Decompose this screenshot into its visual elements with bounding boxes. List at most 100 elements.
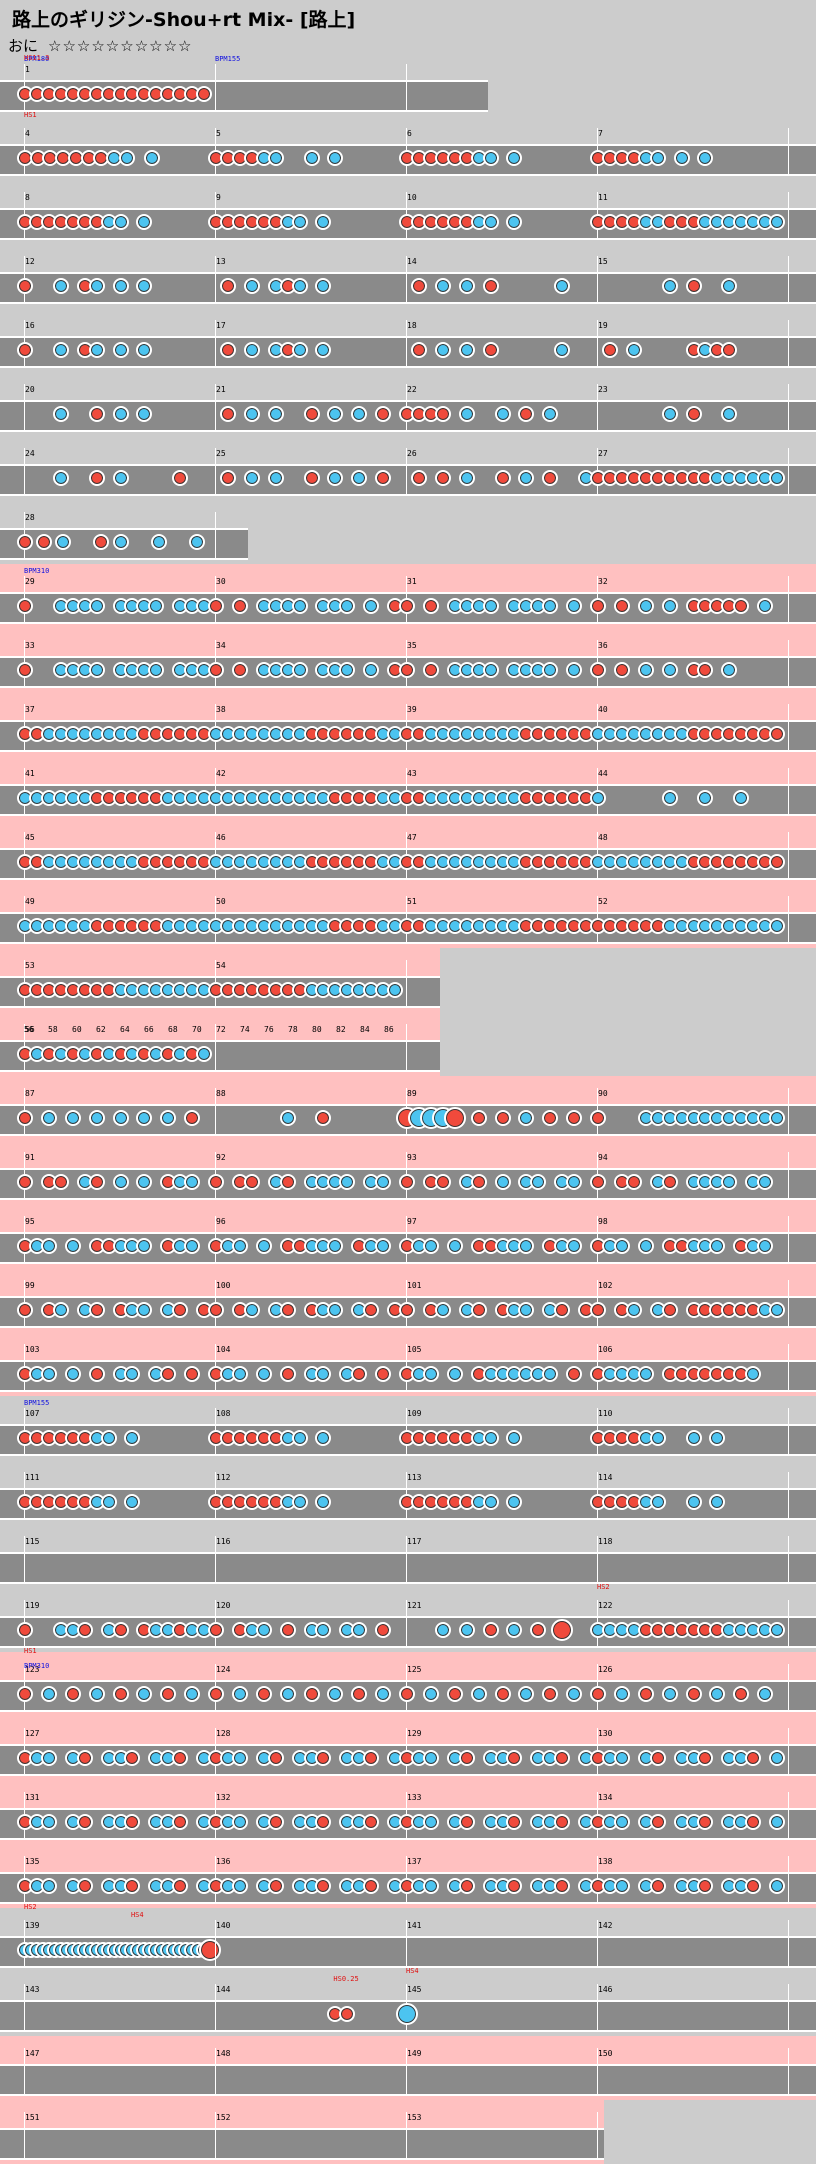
don-note (315, 1110, 332, 1126)
ka-note (470, 1686, 487, 1702)
ka-note (231, 1366, 248, 1382)
measure-number: 10 (407, 193, 417, 202)
don-note (745, 1750, 762, 1766)
difficulty-stars: ☆☆☆☆☆☆☆☆☆☆ (48, 37, 193, 55)
ka-note (64, 1366, 81, 1382)
don-note (172, 1302, 189, 1318)
ka-note (40, 1238, 57, 1254)
don-note (422, 662, 439, 678)
bar-line (788, 1472, 789, 1518)
ka-note (160, 1110, 177, 1126)
ka-note (327, 470, 344, 486)
ka-note (434, 278, 451, 294)
don-note (590, 662, 606, 678)
ka-note (136, 278, 153, 294)
don-note (208, 1174, 224, 1190)
bar-line (788, 1216, 789, 1262)
bar-line (788, 640, 789, 686)
ka-note (148, 598, 165, 614)
don-note (160, 1686, 177, 1702)
measure-number: 9 (216, 193, 221, 202)
measure-number: 4 (25, 129, 30, 138)
ka-note (709, 1494, 726, 1510)
don-note (482, 278, 499, 294)
don-note (399, 598, 415, 614)
don-note (64, 1686, 81, 1702)
ka-note (136, 1174, 153, 1190)
ka-note (661, 278, 678, 294)
measure-number: 113 (407, 1473, 422, 1482)
don-note (363, 1878, 380, 1894)
don-note (17, 1110, 33, 1126)
don-note (219, 278, 236, 294)
measure-number: 42 (216, 769, 226, 778)
ka-note (566, 1686, 583, 1702)
measure-number: 148 (216, 2049, 231, 2058)
measure-number: 88 (216, 1089, 226, 1098)
don-note (76, 1814, 93, 1830)
bar-line (788, 448, 789, 494)
ka-note (769, 470, 786, 486)
don-note (530, 1622, 547, 1638)
don-note (124, 1750, 141, 1766)
don-note (745, 1814, 762, 1830)
don-note (375, 406, 392, 422)
don-note (17, 278, 33, 294)
measure-number: 44 (598, 769, 608, 778)
bar-line (406, 256, 407, 302)
bar-line (215, 1024, 216, 1070)
don-note (697, 1814, 714, 1830)
bpm-marker: BPM180 (24, 55, 50, 63)
bar-line (788, 704, 789, 750)
measure-number: 92 (216, 1153, 226, 1162)
don-note (590, 1174, 606, 1190)
ka-note (721, 278, 738, 294)
bar-line (406, 1920, 407, 1966)
measure-number: 151 (25, 2113, 40, 2122)
ka-note (625, 1302, 642, 1318)
don-note (542, 1110, 559, 1126)
ka-note (291, 1430, 308, 1446)
don-note (494, 470, 511, 486)
bar-line (215, 384, 216, 430)
difficulty-line: おに ☆☆☆☆☆☆☆☆☆☆ (8, 35, 193, 56)
beat-label: 78 (288, 1025, 298, 1034)
ka-note (685, 1430, 702, 1446)
don-note (339, 2006, 356, 2022)
don-note (554, 1302, 571, 1318)
bar-line (215, 1088, 216, 1134)
don-note (434, 406, 451, 422)
ka-note (613, 1238, 630, 1254)
ka-note (40, 1814, 57, 1830)
beat-label: 62 (96, 1025, 106, 1034)
measure-number: 119 (25, 1601, 40, 1610)
measure-number: 43 (407, 769, 417, 778)
ka-note (506, 214, 523, 230)
don-note (649, 1814, 666, 1830)
measure-number: 45 (25, 833, 35, 842)
ka-note (52, 1302, 69, 1318)
bar-line (788, 256, 789, 302)
ka-note (291, 214, 308, 230)
don-note (208, 1622, 224, 1638)
don-note (399, 1302, 415, 1318)
don-note (52, 1174, 69, 1190)
ka-note (88, 278, 105, 294)
scroll-marker: HS4 (130, 1911, 144, 1919)
measure-number: 51 (407, 897, 417, 906)
don-note (351, 1686, 368, 1702)
don-note (231, 598, 248, 614)
don-note (112, 1622, 129, 1638)
don-note (88, 1174, 105, 1190)
ka-note (148, 662, 165, 678)
ka-note (566, 598, 583, 614)
ka-note (255, 1238, 272, 1254)
ka-note (757, 1686, 774, 1702)
bar-line (406, 1536, 407, 1582)
ka-note (637, 1366, 654, 1382)
don-note (482, 1622, 499, 1638)
note-lane (0, 336, 816, 368)
ka-note (661, 1686, 678, 1702)
ka-note (613, 1814, 630, 1830)
ka-note (231, 1686, 248, 1702)
